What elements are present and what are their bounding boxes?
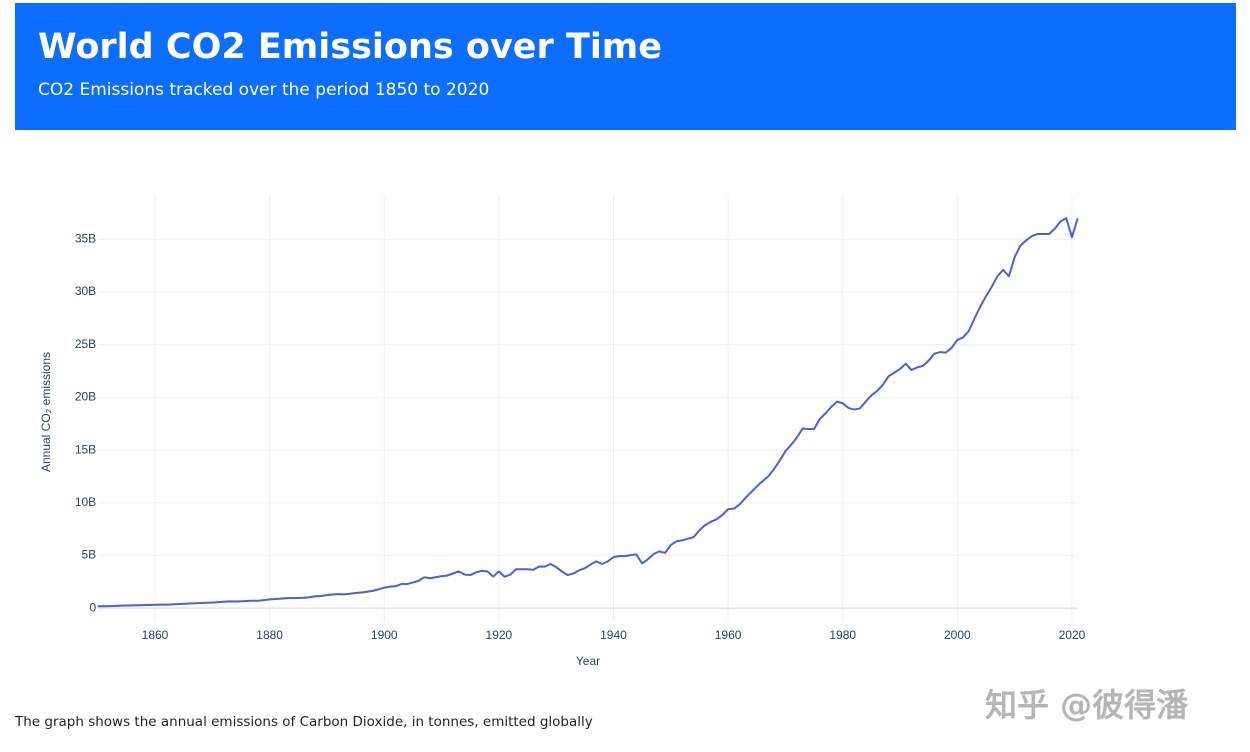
grid [97,195,1078,622]
y-tick-label: 35B [75,231,96,245]
y-tick-label: 5B [82,548,97,562]
x-tick-label: 2000 [944,628,971,642]
page-subtitle: CO2 Emissions tracked over the period 18… [38,80,490,100]
y-tick-label: 25B [75,337,96,351]
x-tick-label: 1940 [600,628,627,642]
x-tick-label: 2020 [1059,628,1086,642]
x-tick-label: 1980 [829,628,856,642]
page-title: World CO2 Emissions over Time [38,27,663,67]
chart: Year Annual CO₂ emissions 1860 1880 1900 19… [39,195,1086,668]
x-tick-label: 1960 [715,628,742,642]
y-tick-label: 0 [90,600,97,614]
watermark: 知乎 @彼得潘 [985,686,1189,724]
y-tick-label: 20B [75,390,96,404]
x-tick-label: 1920 [486,628,513,642]
y-tick-label: 10B [75,495,96,509]
x-tick-label: 1880 [256,628,283,642]
x-tick-label: 1900 [371,628,398,642]
header-banner: World CO2 Emissions over Time CO2 Emissi… [15,3,1236,130]
caption: The graph shows the annual emissions of … [15,714,593,730]
y-tick-label: 15B [75,442,96,456]
data-line [97,217,1079,608]
x-axis-title: Year [576,654,600,668]
x-tick-label: 1860 [142,628,169,642]
y-tick-label: 30B [75,284,96,298]
y-axis-title: Annual CO₂ emissions [39,352,53,472]
